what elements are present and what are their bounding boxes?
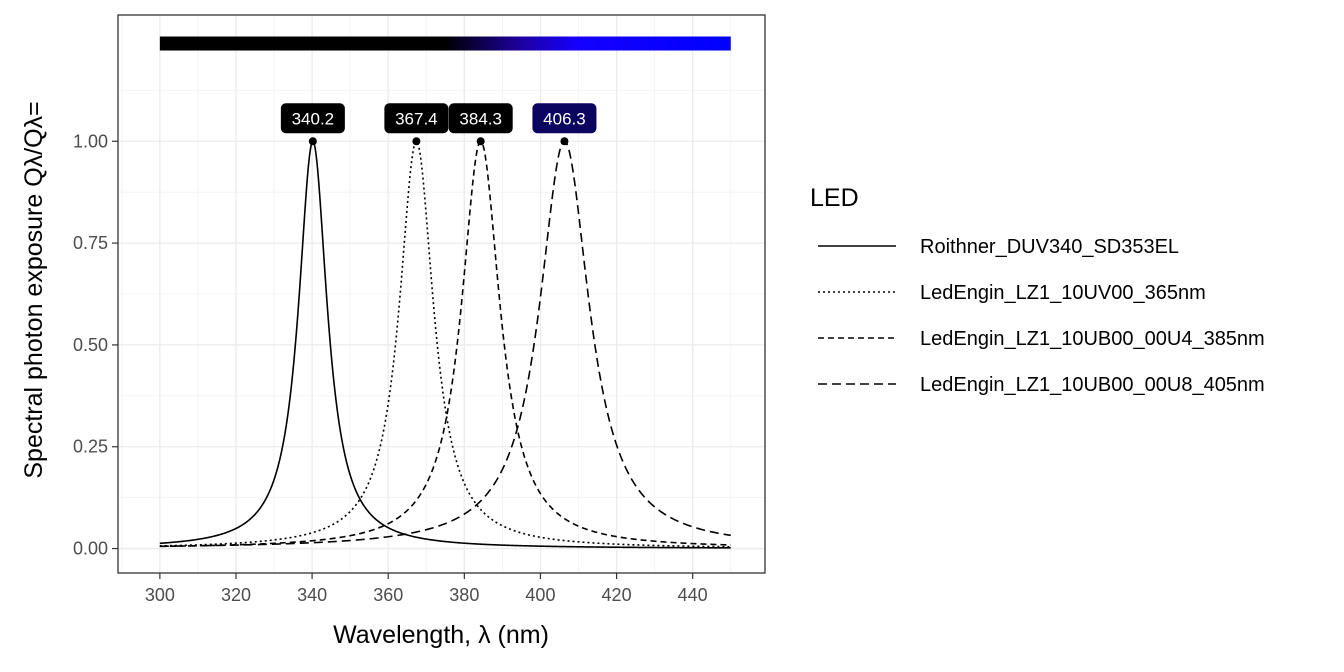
legend-label-4: LedEngin_LZ1_10UB00_00U8_405nm <box>920 374 1265 396</box>
x-tick-label: 440 <box>678 585 708 605</box>
wavelength-color-bar <box>159 36 731 51</box>
legend-label-1: Roithner_DUV340_SD353EL <box>920 236 1179 258</box>
peak-label-2: 367.4 <box>395 109 438 128</box>
x-tick-label: 420 <box>602 585 632 605</box>
y-tick-label: 0.00 <box>73 539 108 559</box>
peak-label-4: 406.3 <box>543 109 586 128</box>
x-axis-ticks: 300 320 340 360 380 400 420 440 <box>145 573 708 605</box>
peak-label-box-3 <box>448 103 513 134</box>
peak-point-3 <box>476 137 485 146</box>
x-tick-label: 320 <box>221 585 251 605</box>
peak-point-1 <box>308 137 317 146</box>
peak-label-3: 384.3 <box>459 109 502 128</box>
x-tick-label: 380 <box>449 585 479 605</box>
x-tick-label: 400 <box>525 585 555 605</box>
peak-label-1: 340.2 <box>292 109 335 128</box>
spectra-lines <box>159 140 731 549</box>
series-line-1 <box>159 140 731 549</box>
peak-label-box-4 <box>532 103 597 134</box>
y-tick-label: 0.50 <box>73 335 108 355</box>
series-line-4 <box>159 140 731 548</box>
grid-lines <box>118 15 765 573</box>
legend-title: LED <box>810 184 859 212</box>
color-bar-rect <box>159 36 731 51</box>
y-tick-label: 1.00 <box>73 131 108 151</box>
legend-label-2: LedEngin_LZ1_10UV00_365nm <box>920 282 1206 304</box>
panel-frame <box>117 14 766 574</box>
peak-point-4 <box>560 137 569 146</box>
x-tick-label: 340 <box>297 585 327 605</box>
peak-markers: 340.2 367.4 384.3 406.3 <box>280 103 597 146</box>
series-line-2 <box>159 140 731 548</box>
x-axis-title: Wavelength, λ (nm) <box>333 621 549 649</box>
x-tick-label: 300 <box>145 585 175 605</box>
peak-point-2 <box>412 137 421 146</box>
x-tick-label: 360 <box>373 585 403 605</box>
y-tick-label: 0.75 <box>73 233 108 253</box>
peak-label-box-1 <box>280 103 345 134</box>
legend-label-3: LedEngin_LZ1_10UB00_00U4_385nm <box>920 328 1265 350</box>
y-axis-ticks: 0.00 0.25 0.50 0.75 1.00 <box>73 131 118 559</box>
legend: LED Roithner_DUV340_SD353EL LedEngin_LZ1_… <box>810 184 1265 396</box>
series-line-3 <box>159 140 731 548</box>
panel-border <box>117 14 766 574</box>
peak-label-box-2 <box>384 103 449 134</box>
y-tick-label: 0.25 <box>73 437 108 457</box>
y-axis-title: Spectral photon exposure Qλ/Qλ= <box>20 101 48 478</box>
